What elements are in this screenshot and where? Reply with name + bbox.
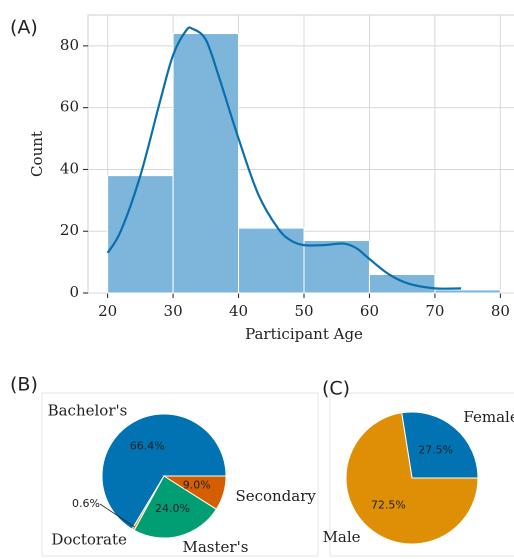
bar [368,273,436,294]
bar [172,33,240,294]
y-tick-label: 20 [60,221,79,239]
slice-label: Male [323,528,361,546]
x-tick-label: 60 [360,302,379,320]
panel-frame [329,392,514,557]
bar [238,227,305,294]
panel-label: (C) [322,378,350,400]
pie-slice [162,475,227,510]
y-tick-label: 40 [60,159,79,177]
slice-label: Bachelor's [48,401,128,419]
value-label: 0.6% [72,497,100,510]
y-tick-label: 60 [60,98,79,116]
pie-slice [133,475,218,539]
x-tick-label: 80 [491,302,510,320]
pie-slice [345,412,479,545]
panel-label: (B) [10,374,38,396]
bar [434,289,501,294]
x-tick-label: 50 [294,302,313,320]
panel-frame [41,392,319,557]
kde-line [106,26,462,290]
y-tick-label: 0 [69,283,79,301]
panel-label: (A) [10,17,38,39]
slice-label: Female [463,408,514,426]
bar [107,175,174,294]
pie-slice [101,413,227,530]
value-label: 24.0% [155,502,190,515]
x-tick-label: 70 [425,302,444,320]
y-axis-label: Count [28,131,46,177]
pie-slice [401,411,479,479]
value-label: 9.0% [183,479,211,492]
value-label: 27.5% [418,443,453,456]
x-axis-label: Participant Age [245,325,363,343]
slice-label: Secondary [235,487,316,505]
slice-label: Doctorate [51,531,127,549]
x-tick-label: 30 [164,302,183,320]
leader-line [99,503,135,528]
slice-label: Master's [183,538,249,556]
x-tick-label: 20 [98,302,117,320]
value-label: 72.5% [371,499,406,512]
value-label: 66.4% [130,439,165,452]
bar [303,239,370,294]
y-tick-label: 80 [60,36,79,54]
x-tick-label: 40 [229,302,248,320]
